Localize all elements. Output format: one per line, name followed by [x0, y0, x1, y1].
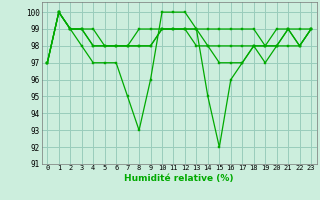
X-axis label: Humidité relative (%): Humidité relative (%): [124, 174, 234, 183]
